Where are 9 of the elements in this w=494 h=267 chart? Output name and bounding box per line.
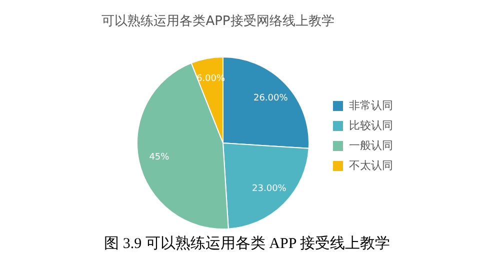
data-label: 23.00% [252, 184, 287, 194]
legend-label: 比较认同 [349, 118, 393, 134]
data-label: 26.00% [253, 93, 288, 104]
chart-title: 可以熟练运用各类APP接受网络线上教学 [100, 13, 336, 30]
data-label: 45% [149, 152, 170, 162]
legend-label: 一般认同 [349, 138, 393, 154]
legend-label: 非常认同 [349, 98, 393, 114]
legend-label: 不太认同 [349, 158, 393, 174]
caption: 图 3.9 可以熟练运用各类 APP 接受线上教学 [103, 234, 391, 253]
